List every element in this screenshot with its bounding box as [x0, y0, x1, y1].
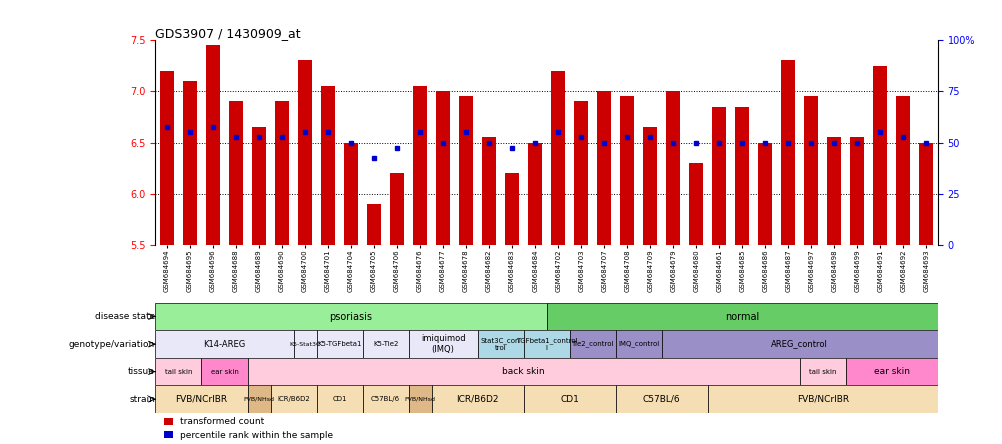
Bar	[317, 330, 362, 358]
Bar	[523, 330, 569, 358]
Bar	[431, 385, 523, 413]
Bar	[482, 137, 496, 245]
Bar	[799, 358, 845, 385]
Bar	[247, 358, 799, 385]
Text: tail skin: tail skin	[809, 369, 836, 375]
Text: FVB/NCrIBR: FVB/NCrIBR	[175, 395, 227, 404]
Bar	[459, 96, 473, 245]
Bar	[155, 385, 247, 413]
Bar	[615, 330, 661, 358]
Bar	[155, 303, 546, 330]
Bar	[436, 91, 450, 245]
Bar	[271, 385, 317, 413]
Text: AREG_control: AREG_control	[771, 340, 828, 349]
Bar	[321, 86, 335, 245]
Bar	[896, 96, 909, 245]
Text: ICR/B6D2: ICR/B6D2	[277, 396, 310, 402]
Bar	[298, 60, 312, 245]
Bar	[413, 86, 427, 245]
Text: genotype/variation: genotype/variation	[69, 340, 155, 349]
Bar	[344, 143, 358, 245]
Bar	[642, 127, 656, 245]
Bar	[317, 385, 362, 413]
Bar	[367, 204, 381, 245]
Bar	[551, 71, 564, 245]
Text: tissue: tissue	[128, 367, 155, 376]
Text: GDS3907 / 1430909_at: GDS3907 / 1430909_at	[155, 27, 301, 40]
Text: K5-TGFbeta1: K5-TGFbeta1	[317, 341, 362, 347]
Bar	[546, 303, 937, 330]
Bar	[252, 127, 266, 245]
Legend: transformed count, percentile rank within the sample: transformed count, percentile rank withi…	[160, 414, 337, 443]
Bar	[804, 96, 818, 245]
Text: Tie2_control: Tie2_control	[571, 341, 613, 348]
Bar	[661, 330, 937, 358]
Bar	[758, 143, 772, 245]
Text: FVB/NCrIBR: FVB/NCrIBR	[796, 395, 848, 404]
Text: FVB/NHsd: FVB/NHsd	[243, 396, 275, 402]
Bar	[707, 385, 937, 413]
Bar	[477, 330, 523, 358]
Text: K14-AREG: K14-AREG	[203, 340, 245, 349]
Text: disease state: disease state	[94, 312, 155, 321]
Text: back skin: back skin	[502, 367, 544, 376]
Bar	[408, 330, 477, 358]
Bar	[390, 173, 404, 245]
Text: CD1: CD1	[332, 396, 347, 402]
Bar	[408, 385, 431, 413]
Bar	[873, 66, 887, 245]
Text: TGFbeta1_control
l: TGFbeta1_control l	[515, 337, 577, 351]
Text: K5-Tie2: K5-Tie2	[373, 341, 398, 347]
Text: ear skin: ear skin	[210, 369, 238, 375]
Text: imiquimod
(IMQ): imiquimod (IMQ)	[421, 334, 465, 354]
Bar	[528, 143, 541, 245]
Text: CD1: CD1	[560, 395, 578, 404]
Bar	[275, 102, 289, 245]
Text: ear skin: ear skin	[873, 367, 909, 376]
Bar	[505, 173, 518, 245]
Bar	[845, 358, 937, 385]
Bar	[688, 163, 702, 245]
Bar	[362, 385, 408, 413]
Bar	[155, 358, 201, 385]
Bar	[665, 91, 679, 245]
Bar	[711, 107, 725, 245]
Bar	[523, 385, 615, 413]
Text: strain: strain	[129, 395, 155, 404]
Bar	[734, 107, 748, 245]
Bar	[574, 102, 587, 245]
Text: FVB/NHsd: FVB/NHsd	[404, 396, 435, 402]
Bar	[205, 45, 219, 245]
Bar	[919, 143, 932, 245]
Bar	[569, 330, 615, 358]
Text: tail skin: tail skin	[164, 369, 192, 375]
Text: psoriasis: psoriasis	[330, 312, 372, 321]
Text: normal: normal	[724, 312, 759, 321]
Text: ICR/B6D2: ICR/B6D2	[456, 395, 498, 404]
Bar	[596, 91, 610, 245]
Bar	[183, 81, 196, 245]
Bar	[781, 60, 795, 245]
Bar	[160, 71, 173, 245]
Bar	[615, 385, 707, 413]
Bar	[155, 330, 294, 358]
Bar	[247, 385, 271, 413]
Bar	[850, 137, 864, 245]
Bar	[228, 102, 242, 245]
Text: C57BL/6: C57BL/6	[642, 395, 679, 404]
Bar	[294, 330, 317, 358]
Text: IMQ_control: IMQ_control	[617, 341, 658, 348]
Bar	[201, 358, 247, 385]
Bar	[362, 330, 408, 358]
Text: K5-Stat3C: K5-Stat3C	[289, 341, 321, 347]
Bar	[827, 137, 841, 245]
Text: C57BL/6: C57BL/6	[371, 396, 400, 402]
Bar	[619, 96, 633, 245]
Text: Stat3C_con
trol: Stat3C_con trol	[480, 337, 520, 351]
